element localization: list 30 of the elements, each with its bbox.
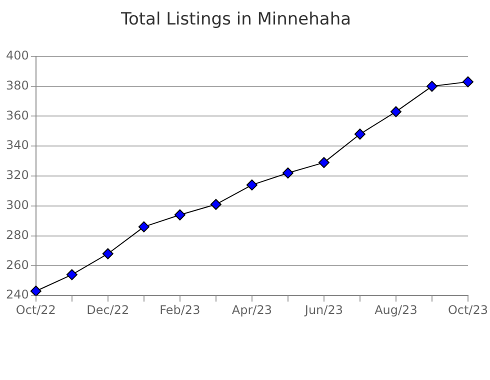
x-tick-label: Dec/22	[86, 302, 130, 317]
y-tick-label: 260	[6, 258, 29, 272]
x-tick-label: Jun/23	[304, 302, 343, 317]
y-tick-label: 380	[6, 78, 29, 92]
point	[354, 128, 366, 140]
x-tick-label: Aug/23	[374, 302, 418, 317]
point	[66, 269, 78, 280]
point	[282, 168, 294, 179]
point	[210, 198, 222, 210]
point	[30, 286, 42, 296]
chart-title: Total Listings in Minnehaha	[120, 10, 352, 30]
y-tick-label: 240	[6, 288, 29, 302]
x-tick-label: Feb/23	[160, 302, 200, 317]
y-tick-label: 280	[6, 228, 29, 242]
y-tick-label: 400	[6, 48, 29, 63]
point	[318, 157, 330, 168]
point	[138, 221, 150, 232]
y-tick-label: 300	[6, 198, 29, 212]
y-tick-label: 340	[6, 138, 29, 152]
point	[246, 179, 258, 190]
point	[102, 248, 114, 260]
point	[174, 209, 186, 220]
x-tick-label: Apr/23	[232, 302, 272, 317]
x-tick-label: Oct/22	[16, 302, 56, 317]
point	[390, 106, 402, 118]
x-tick-label: Oct/23	[448, 302, 488, 317]
point	[426, 80, 438, 92]
y-tick-label: 360	[6, 108, 29, 122]
point	[462, 76, 474, 88]
y-tick-label: 320	[6, 168, 29, 182]
